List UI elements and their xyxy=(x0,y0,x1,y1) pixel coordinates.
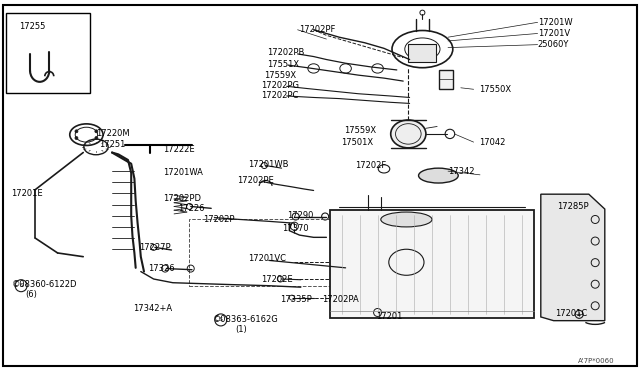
Text: 17326: 17326 xyxy=(148,264,175,273)
Text: 17342: 17342 xyxy=(448,167,474,176)
Text: 17202E: 17202E xyxy=(261,275,292,284)
Text: 17201E: 17201E xyxy=(12,189,43,198)
Text: 17202PF: 17202PF xyxy=(300,25,336,34)
Text: 17290: 17290 xyxy=(287,211,313,220)
Ellipse shape xyxy=(419,168,458,183)
Circle shape xyxy=(75,137,78,140)
Text: S: S xyxy=(219,317,223,323)
Text: 17201VC: 17201VC xyxy=(248,254,286,263)
Text: 17370: 17370 xyxy=(282,224,308,233)
Text: 17559X: 17559X xyxy=(264,71,296,80)
Circle shape xyxy=(75,130,78,133)
Bar xyxy=(330,210,534,318)
Bar xyxy=(439,70,453,89)
Text: 17202PE: 17202PE xyxy=(237,176,273,185)
Text: 17501X: 17501X xyxy=(341,138,373,147)
Bar xyxy=(6,13,90,93)
Text: 17201C: 17201C xyxy=(556,309,588,318)
Text: 25060Y: 25060Y xyxy=(538,40,569,49)
Text: 17202PD: 17202PD xyxy=(163,194,201,203)
Text: 17285P: 17285P xyxy=(557,202,588,211)
Text: (6): (6) xyxy=(26,290,38,299)
Circle shape xyxy=(95,137,98,140)
Text: 17550X: 17550X xyxy=(479,85,511,94)
Text: A'7P*0060: A'7P*0060 xyxy=(578,358,614,364)
Text: 17251: 17251 xyxy=(99,140,125,149)
Ellipse shape xyxy=(390,120,426,148)
Text: 17202F: 17202F xyxy=(355,161,387,170)
Text: 17227P: 17227P xyxy=(140,243,171,251)
Text: 17201: 17201 xyxy=(376,312,403,321)
Text: 17202PC: 17202PC xyxy=(261,92,298,100)
Text: 17342+A: 17342+A xyxy=(133,304,172,313)
Bar xyxy=(189,219,339,286)
Text: 17220M: 17220M xyxy=(96,129,130,138)
Text: 17255: 17255 xyxy=(19,22,45,31)
Ellipse shape xyxy=(381,212,432,227)
Text: 17201W: 17201W xyxy=(538,18,572,27)
Text: 17202PG: 17202PG xyxy=(261,81,299,90)
Text: 17551X: 17551X xyxy=(268,60,300,69)
Text: 17201WB: 17201WB xyxy=(248,160,289,169)
Polygon shape xyxy=(541,194,605,321)
Text: ©08360-6122D: ©08360-6122D xyxy=(12,280,77,289)
Text: 17201V: 17201V xyxy=(538,29,570,38)
Text: 17202P: 17202P xyxy=(204,215,235,224)
Text: 17202PB: 17202PB xyxy=(268,48,305,57)
Text: S: S xyxy=(19,283,23,288)
Text: 17201WA: 17201WA xyxy=(163,168,203,177)
Bar xyxy=(408,44,436,62)
Text: 17042: 17042 xyxy=(479,138,505,147)
Text: 17202PA: 17202PA xyxy=(322,295,358,304)
Text: ©08363-6162G: ©08363-6162G xyxy=(212,315,278,324)
Text: 17335P: 17335P xyxy=(280,295,312,304)
Text: 17226: 17226 xyxy=(178,204,204,213)
Text: 17559X: 17559X xyxy=(344,126,376,135)
Circle shape xyxy=(95,130,98,133)
Text: (1): (1) xyxy=(236,325,247,334)
Text: 17222E: 17222E xyxy=(163,145,195,154)
